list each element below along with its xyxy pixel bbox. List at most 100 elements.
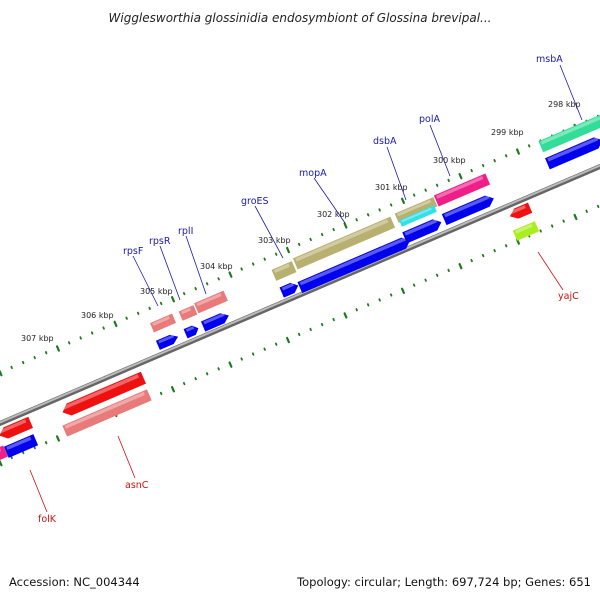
tick-mark xyxy=(205,372,209,376)
tick-mark xyxy=(79,336,82,340)
tick-mark xyxy=(493,159,496,163)
kbp-label: 305 kbp xyxy=(140,287,173,296)
gene-block-dsbA-rna xyxy=(399,205,437,227)
gene-label: dsbA xyxy=(373,136,397,147)
tick-mark xyxy=(251,352,255,356)
tick-mark xyxy=(263,347,266,351)
kbp-label: 298 kbp xyxy=(548,100,581,109)
gene-label: yajC xyxy=(558,291,579,302)
gene-block-groES xyxy=(271,261,297,281)
tick-mark xyxy=(504,154,508,158)
gene-block xyxy=(0,445,8,461)
tick-mark xyxy=(515,148,520,155)
gene-label: polA xyxy=(419,114,440,125)
kbp-label: 302 kbp xyxy=(317,210,350,219)
gene-block-yajC xyxy=(509,202,533,219)
tick-mark xyxy=(182,291,186,296)
gene-block-polA xyxy=(433,173,491,207)
tick-mark xyxy=(378,298,381,302)
gene-block-msbA xyxy=(538,113,600,153)
gene-block-rpsR xyxy=(178,305,198,321)
tick-mark xyxy=(389,203,393,207)
tick-mark xyxy=(55,345,60,352)
tick-mark xyxy=(263,257,266,261)
tick-mark xyxy=(355,308,358,312)
tick-mark xyxy=(44,351,48,355)
gene-block-folK xyxy=(0,416,33,439)
tick-mark xyxy=(297,242,301,246)
tick-mark xyxy=(182,381,186,386)
tick-mark xyxy=(159,391,163,396)
cds-block xyxy=(402,219,442,244)
gene-label: groES xyxy=(241,196,269,207)
gene-block-mopA xyxy=(292,216,396,270)
tick-mark xyxy=(527,144,531,148)
gene-label: msbA xyxy=(536,54,563,65)
tick-mark xyxy=(274,342,278,346)
tick-mark xyxy=(102,326,105,330)
tick-mark xyxy=(332,317,335,322)
tick-mark xyxy=(21,450,25,455)
kbp-label: 300 kbp xyxy=(433,156,466,165)
gene-label: folK xyxy=(38,514,57,525)
kbp-label: 299 kbp xyxy=(491,128,524,137)
tick-mark xyxy=(389,293,393,297)
gene-label: mopA xyxy=(299,168,327,179)
tick-mark xyxy=(10,455,13,460)
tick-mark xyxy=(285,336,290,344)
accession-text: Accession: NC_004344 xyxy=(9,575,140,589)
gene-block-asnC-rna xyxy=(62,389,152,437)
gene-block-yajC-rna xyxy=(512,221,540,241)
tick-mark xyxy=(366,213,370,217)
tick-mark xyxy=(550,224,554,228)
tick-mark xyxy=(332,227,335,232)
tick-mark xyxy=(136,311,140,315)
tick-mark xyxy=(0,370,3,377)
tick-mark xyxy=(435,273,439,277)
tick-mark xyxy=(217,277,220,281)
tick-mark xyxy=(447,178,450,182)
tick-mark xyxy=(343,222,348,229)
tick-mark xyxy=(458,262,463,270)
cds-block xyxy=(3,434,39,458)
tick-mark xyxy=(240,357,243,361)
gene-label: rplI xyxy=(178,226,193,237)
gene-block-rplI xyxy=(194,290,228,314)
tick-mark xyxy=(159,301,163,306)
features xyxy=(0,113,600,461)
tick-mark xyxy=(55,435,60,442)
gene-block-dsbA xyxy=(394,197,438,223)
tick-mark xyxy=(481,163,485,168)
tick-mark xyxy=(481,253,485,258)
tick-mark xyxy=(33,445,36,450)
tick-mark xyxy=(10,365,13,370)
cds-block xyxy=(279,282,299,298)
gene-block-asnC xyxy=(62,371,147,416)
cds-block xyxy=(297,237,411,294)
kbp-label: 306 kbp xyxy=(81,311,114,320)
tick-mark xyxy=(343,312,348,319)
tick-mark xyxy=(596,204,600,208)
kbp-label: 307 kbp xyxy=(21,334,54,343)
tick-mark xyxy=(170,296,175,303)
tick-mark xyxy=(355,218,358,222)
tick-mark xyxy=(309,327,312,332)
tick-mark xyxy=(285,246,290,254)
tick-mark xyxy=(297,332,301,336)
cds-block xyxy=(155,334,179,350)
topology-text: Topology: circular; Length: 697,724 bp; … xyxy=(296,575,591,589)
cds-block xyxy=(200,312,229,332)
gene-block-rpsF xyxy=(150,313,176,333)
tick-mark xyxy=(412,193,416,197)
cds-block xyxy=(545,137,600,170)
tick-mark xyxy=(424,188,427,192)
gene-label: rpsR xyxy=(149,236,171,247)
tick-mark xyxy=(125,316,128,320)
tick-mark xyxy=(424,278,427,282)
forward-gene-labels: msbA polA dsbA mopA groES rplI rpsR rpsF xyxy=(123,54,563,257)
tick-mark xyxy=(435,183,439,187)
tick-mark xyxy=(205,282,209,286)
kbp-label: 301 kbp xyxy=(375,183,408,192)
tick-mark xyxy=(170,386,175,393)
tick-mark xyxy=(274,252,278,256)
